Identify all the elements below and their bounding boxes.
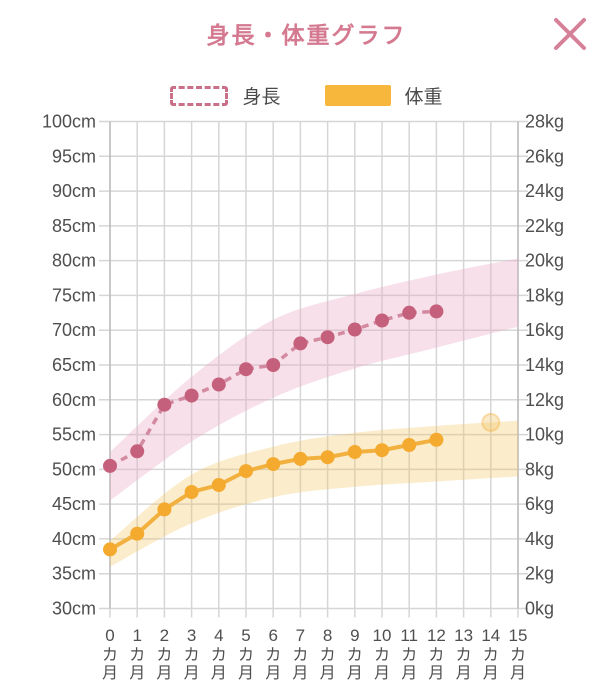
svg-text:28kg: 28kg bbox=[525, 112, 564, 132]
svg-text:16kg: 16kg bbox=[525, 320, 564, 340]
height-reference-band bbox=[110, 258, 518, 501]
svg-text:14: 14 bbox=[481, 626, 500, 645]
svg-text:30cm: 30cm bbox=[52, 599, 96, 619]
svg-text:13: 13 bbox=[454, 626, 473, 645]
svg-text:6kg: 6kg bbox=[525, 494, 554, 514]
svg-text:月: 月 bbox=[238, 665, 254, 682]
svg-text:4kg: 4kg bbox=[525, 529, 554, 549]
svg-text:カ: カ bbox=[510, 647, 526, 664]
svg-text:月: 月 bbox=[265, 665, 281, 682]
svg-text:45cm: 45cm bbox=[52, 494, 96, 514]
svg-text:カ: カ bbox=[428, 647, 444, 664]
svg-text:20kg: 20kg bbox=[525, 251, 564, 271]
svg-text:0: 0 bbox=[105, 626, 114, 645]
svg-text:月: 月 bbox=[347, 665, 363, 682]
svg-text:5: 5 bbox=[241, 626, 250, 645]
svg-text:月: 月 bbox=[483, 665, 499, 682]
svg-text:カ: カ bbox=[265, 647, 281, 664]
close-icon bbox=[554, 18, 586, 50]
close-button[interactable] bbox=[549, 13, 591, 55]
weight-points bbox=[103, 432, 444, 557]
svg-text:35cm: 35cm bbox=[52, 564, 96, 584]
page-title: 身長・体重グラフ bbox=[206, 22, 407, 48]
y-right-axis-labels: 28kg 26kg 24kg 22kg 20kg 18kg 16kg 14kg 12kg 10kg… bbox=[525, 112, 564, 619]
svg-text:10kg: 10kg bbox=[525, 425, 564, 445]
svg-text:95cm: 95cm bbox=[52, 146, 96, 166]
svg-text:14kg: 14kg bbox=[525, 355, 564, 375]
height-legend-label: 身長 bbox=[242, 87, 281, 108]
svg-text:70cm: 70cm bbox=[52, 320, 96, 340]
svg-text:80cm: 80cm bbox=[52, 251, 96, 271]
svg-text:月: 月 bbox=[184, 665, 200, 682]
svg-text:4: 4 bbox=[214, 626, 223, 645]
svg-text:カ: カ bbox=[184, 647, 200, 664]
svg-text:月: 月 bbox=[102, 665, 118, 682]
svg-text:10: 10 bbox=[373, 626, 392, 645]
svg-text:月: 月 bbox=[374, 665, 390, 682]
y-left-axis-labels: 100cm 95cm 90cm 85cm 80cm 75cm 70cm 65cm 60cm 55c… bbox=[42, 112, 96, 619]
svg-text:カ: カ bbox=[211, 647, 227, 664]
future-weight-point bbox=[481, 412, 501, 432]
svg-text:75cm: 75cm bbox=[52, 285, 96, 305]
svg-text:月: 月 bbox=[401, 665, 417, 682]
svg-text:月: 月 bbox=[428, 665, 444, 682]
weight-reference-band bbox=[110, 420, 518, 567]
svg-text:90cm: 90cm bbox=[52, 181, 96, 201]
x-axis-labels: 0カ月1カ月2カ月3カ月4カ月5カ月6カ月7カ月8カ月9カ月10カ月11カ月12… bbox=[102, 626, 527, 682]
svg-text:6: 6 bbox=[268, 626, 277, 645]
svg-text:11: 11 bbox=[400, 626, 418, 645]
chart-legend: 身長 体重 bbox=[0, 82, 613, 109]
svg-text:2: 2 bbox=[160, 626, 169, 645]
svg-text:2kg: 2kg bbox=[525, 564, 554, 584]
svg-text:月: 月 bbox=[456, 665, 472, 682]
svg-text:カ: カ bbox=[292, 647, 308, 664]
svg-text:カ: カ bbox=[156, 647, 172, 664]
svg-text:12: 12 bbox=[427, 626, 446, 645]
svg-text:月: 月 bbox=[292, 665, 308, 682]
svg-text:月: 月 bbox=[211, 665, 227, 682]
weight-legend-swatch-icon bbox=[324, 85, 391, 106]
svg-text:18kg: 18kg bbox=[525, 285, 564, 305]
svg-text:カ: カ bbox=[129, 647, 145, 664]
svg-text:1: 1 bbox=[132, 626, 141, 645]
svg-text:24kg: 24kg bbox=[525, 181, 564, 201]
svg-text:0kg: 0kg bbox=[525, 599, 554, 619]
svg-text:カ: カ bbox=[483, 647, 499, 664]
svg-text:8: 8 bbox=[323, 626, 332, 645]
svg-text:85cm: 85cm bbox=[52, 216, 96, 236]
svg-text:月: 月 bbox=[129, 665, 145, 682]
svg-text:26kg: 26kg bbox=[525, 146, 564, 166]
weight-legend-label: 体重 bbox=[404, 87, 443, 108]
svg-text:60cm: 60cm bbox=[52, 390, 96, 410]
svg-text:12kg: 12kg bbox=[525, 390, 564, 410]
svg-text:カ: カ bbox=[238, 647, 254, 664]
svg-text:カ: カ bbox=[102, 647, 118, 664]
svg-text:7: 7 bbox=[296, 626, 305, 645]
height-legend-swatch-icon bbox=[170, 85, 229, 106]
svg-text:40cm: 40cm bbox=[52, 529, 96, 549]
svg-text:カ: カ bbox=[456, 647, 472, 664]
svg-text:月: 月 bbox=[510, 665, 526, 682]
svg-text:8kg: 8kg bbox=[525, 459, 554, 479]
svg-text:月: 月 bbox=[156, 665, 172, 682]
svg-text:9: 9 bbox=[350, 626, 359, 645]
height-points bbox=[103, 304, 444, 473]
svg-text:100cm: 100cm bbox=[42, 112, 96, 132]
svg-text:カ: カ bbox=[374, 647, 390, 664]
svg-text:3: 3 bbox=[187, 626, 196, 645]
svg-text:カ: カ bbox=[347, 647, 363, 664]
svg-text:カ: カ bbox=[320, 647, 336, 664]
svg-text:22kg: 22kg bbox=[525, 216, 564, 236]
svg-text:カ: カ bbox=[401, 647, 417, 664]
svg-text:月: 月 bbox=[320, 665, 336, 682]
svg-text:55cm: 55cm bbox=[52, 425, 96, 445]
svg-text:15: 15 bbox=[509, 626, 528, 645]
svg-text:65cm: 65cm bbox=[52, 355, 96, 375]
svg-text:50cm: 50cm bbox=[52, 459, 96, 479]
